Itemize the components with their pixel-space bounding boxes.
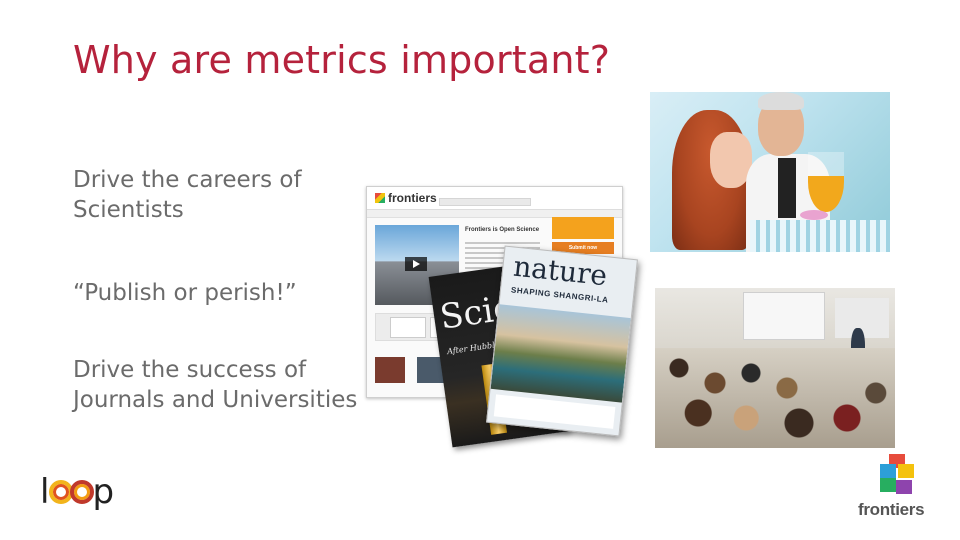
loop-logo-text-right: p	[92, 472, 114, 512]
lecture-hall-photo	[655, 288, 895, 448]
photo-detail	[655, 348, 895, 448]
bullet-journals-success: Drive the success of Journals and Univer…	[73, 357, 358, 413]
website-submit-button: Submit now	[552, 242, 614, 254]
website-sidebar-banner	[552, 217, 614, 239]
laboratory-scientists-photo	[650, 92, 890, 252]
photo-detail	[778, 158, 796, 218]
website-strip	[367, 210, 622, 218]
website-header: frontiers	[367, 187, 622, 210]
website-logo: frontiers	[375, 191, 437, 205]
frontiers-logo: frontiers	[852, 452, 942, 522]
website-article-image	[375, 357, 405, 383]
loop-logo-text-left: l	[40, 472, 50, 512]
website-sidebar: Submit now	[552, 217, 614, 254]
frontiers-logo-text: frontiers	[858, 500, 925, 519]
photo-detail	[743, 292, 825, 340]
photo-detail	[800, 210, 828, 220]
loop-logo: l p	[40, 472, 114, 512]
frontiers-cube-icon	[880, 454, 914, 496]
play-icon	[405, 257, 427, 271]
frontiers-mark-icon	[375, 193, 385, 203]
photo-detail	[750, 220, 890, 252]
nature-magazine-cover: nature SHAPING SHANGRI-LA	[486, 245, 638, 437]
slide-title: Why are metrics important?	[73, 38, 611, 82]
nature-cover-photo	[490, 304, 631, 403]
photo-detail	[808, 152, 844, 212]
bullet-publish-or-perish: “Publish or perish!”	[73, 280, 297, 306]
loop-ring-icon	[70, 480, 95, 504]
nature-masthead: nature	[511, 249, 609, 293]
website-headline: Frontiers is Open Science	[465, 227, 540, 233]
science-cover-line: After Hubble	[446, 339, 500, 357]
bullet-careers: Drive the careers of Scientists	[73, 167, 302, 223]
photo-detail	[758, 92, 804, 110]
photo-detail	[710, 132, 752, 188]
loop-rings-icon	[49, 480, 95, 504]
website-search-bar	[439, 198, 531, 206]
website-thumb	[390, 317, 426, 338]
